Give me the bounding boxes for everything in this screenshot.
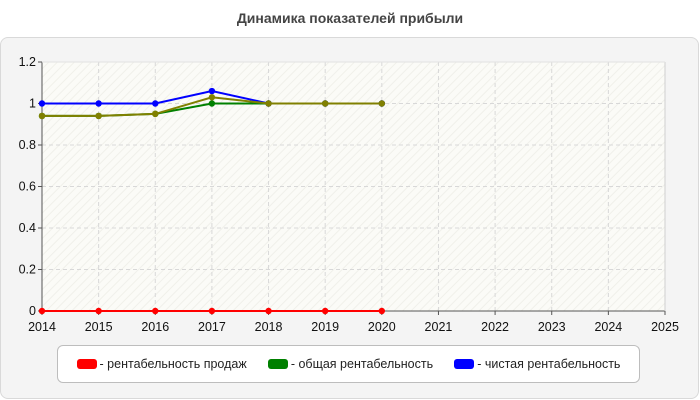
y-tick-label: 1	[29, 97, 36, 111]
data-point	[38, 112, 46, 120]
x-tick-label: 2021	[425, 320, 453, 334]
legend-swatch-red	[76, 359, 97, 369]
data-point	[378, 100, 386, 107]
legend: - рентабельность продаж - общая рентабел…	[57, 345, 640, 383]
x-tick-label: 2016	[141, 320, 169, 334]
data-point	[208, 87, 216, 95]
data-point	[152, 100, 159, 107]
data-point	[265, 100, 272, 107]
legend-label: - чистая рентабельность	[477, 357, 621, 371]
data-point	[152, 307, 159, 315]
data-point	[321, 307, 329, 315]
x-axis-ticks: 2014 2015 2016 2017 2018 2019 2020 2021 2022 2023…	[28, 311, 679, 334]
x-tick-label: 2019	[311, 320, 339, 334]
data-point	[38, 307, 46, 315]
x-tick-label: 2024	[594, 320, 622, 334]
y-tick-label: 0.6	[19, 180, 36, 194]
legend-label: - рентабельность продаж	[99, 357, 247, 371]
y-tick-label: 0.2	[19, 263, 36, 277]
line-chart: 00.20.40.60.811.2 2014 2015 2016 2017 2018 20…	[19, 55, 679, 334]
data-point	[38, 100, 46, 107]
y-tick-label: 1.2	[19, 55, 36, 69]
y-tick-label: 0.4	[19, 221, 36, 235]
data-point	[95, 307, 102, 315]
data-point	[321, 100, 329, 107]
legend-item-sales[interactable]: - рентабельность продаж	[76, 357, 247, 371]
y-axis-ticks: 0 0.2 0.4 0.6 0.8 1 1.2	[19, 55, 42, 318]
legend-item-total[interactable]: - общая рентабельность	[267, 357, 434, 371]
data-point	[95, 112, 102, 120]
series-lines	[38, 87, 386, 315]
x-tick-label: 2023	[538, 320, 566, 334]
y-tick-label: 0.8	[19, 138, 36, 152]
data-point	[208, 307, 216, 315]
legend-label: - общая рентабельность	[290, 357, 434, 371]
legend-item-net[interactable]: - чистая рентабельность	[454, 357, 620, 371]
data-point	[265, 307, 272, 315]
x-tick-label: 2025	[651, 320, 679, 334]
data-point	[378, 307, 386, 315]
legend-swatch-green	[267, 359, 288, 369]
data-point	[208, 94, 216, 101]
x-tick-label: 2020	[368, 320, 396, 334]
data-point	[152, 110, 159, 118]
legend-swatch-blue	[454, 359, 475, 369]
x-tick-label: 2017	[198, 320, 226, 334]
data-point	[95, 100, 102, 107]
x-tick-label: 2018	[255, 320, 283, 334]
x-tick-label: 2015	[85, 320, 113, 334]
data-point	[208, 100, 216, 107]
y-tick-label: 0	[29, 304, 36, 318]
chart-title: Динамика показателей прибыли	[236, 10, 464, 26]
x-tick-label: 2022	[481, 320, 509, 334]
x-tick-label: 2014	[28, 320, 56, 334]
